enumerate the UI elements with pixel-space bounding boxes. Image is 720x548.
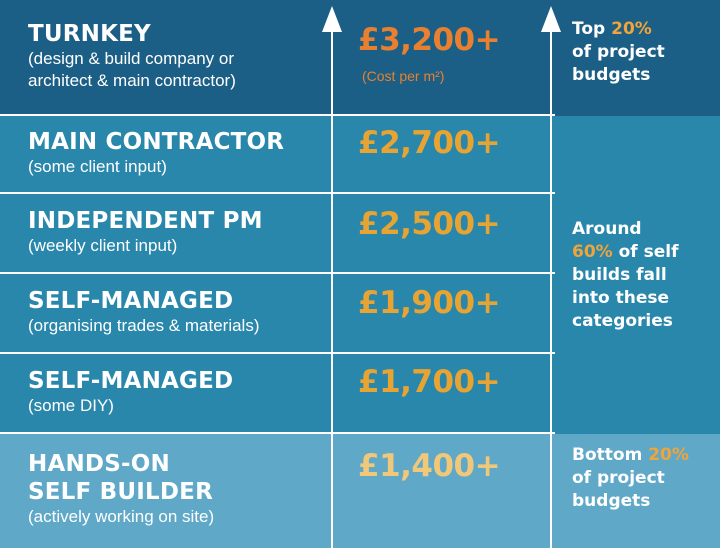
row-title: SELF-MANAGED — [28, 288, 234, 314]
row-title: SELF BUILDER — [28, 479, 213, 505]
row-title: TURNKEY — [28, 21, 151, 47]
row-divider — [0, 432, 555, 434]
note-text: budgets — [572, 491, 651, 511]
row-title: SELF-MANAGED — [28, 368, 234, 394]
row-independent-pm-label: INDEPENDENT PM (weekly client input) — [28, 207, 263, 257]
row-divider — [0, 114, 555, 116]
row-self-managed-diy-label: SELF-MANAGED (some DIY) — [28, 367, 233, 417]
row-subtitle: (some DIY) — [28, 396, 114, 415]
row-divider — [0, 272, 555, 274]
row-subtitle: architect & main contractor) — [28, 71, 236, 90]
row-title: INDEPENDENT PM — [28, 208, 263, 234]
note-highlight: 20% — [648, 445, 689, 465]
row-subtitle: (some client input) — [28, 157, 167, 176]
note-bottom: Bottom 20% of project budgets — [572, 444, 712, 513]
row-self-managed-trades-label: SELF-MANAGED (organising trades & materi… — [28, 287, 259, 337]
row-divider — [0, 192, 555, 194]
row-price: £2,500+ — [358, 206, 501, 242]
row-turnkey-label: TURNKEY (design & build company or archi… — [28, 20, 236, 92]
top-band — [0, 0, 720, 116]
note-text: builds fall — [572, 265, 667, 285]
row-price: £1,700+ — [358, 364, 501, 400]
row-title: HANDS-ON — [28, 451, 170, 477]
up-arrow-icon — [541, 6, 561, 32]
note-text: Bottom — [572, 445, 649, 465]
note-text: categories — [572, 311, 673, 331]
note-text: Around — [572, 219, 642, 239]
note-text: of project — [572, 42, 665, 62]
row-price: £3,200+ — [358, 22, 501, 58]
row-subtitle: (organising trades & materials) — [28, 316, 260, 335]
row-divider — [0, 352, 555, 354]
cost-unit-label: (Cost per m²) — [362, 68, 445, 84]
bottom-band — [0, 434, 720, 548]
row-main-contractor-label: MAIN CONTRACTOR (some client input) — [28, 128, 284, 178]
row-price: £1,900+ — [358, 285, 501, 321]
row-subtitle: (weekly client input) — [28, 236, 178, 255]
note-text: of self — [612, 242, 679, 262]
note-text: Top — [572, 19, 612, 39]
arrow-shaft-left — [331, 28, 333, 548]
row-price: £2,700+ — [358, 125, 501, 161]
up-arrow-icon — [322, 6, 342, 32]
note-middle: Around 60% of self builds fall into thes… — [572, 218, 712, 333]
note-text: budgets — [572, 65, 651, 85]
row-subtitle: (actively working on site) — [28, 507, 215, 526]
middle-band — [0, 116, 720, 434]
row-hands-on-label: HANDS-ON SELF BUILDER (actively working … — [28, 450, 214, 528]
note-top: Top 20% of project budgets — [572, 18, 712, 87]
note-text: into these — [572, 288, 670, 308]
row-title: MAIN CONTRACTOR — [28, 129, 285, 155]
note-highlight: 60% — [572, 242, 613, 262]
arrow-shaft-right — [550, 28, 552, 548]
note-text: of project — [572, 468, 665, 488]
row-price: £1,400+ — [358, 448, 501, 484]
note-highlight: 20% — [611, 19, 652, 39]
row-subtitle: (design & build company or — [28, 49, 235, 68]
